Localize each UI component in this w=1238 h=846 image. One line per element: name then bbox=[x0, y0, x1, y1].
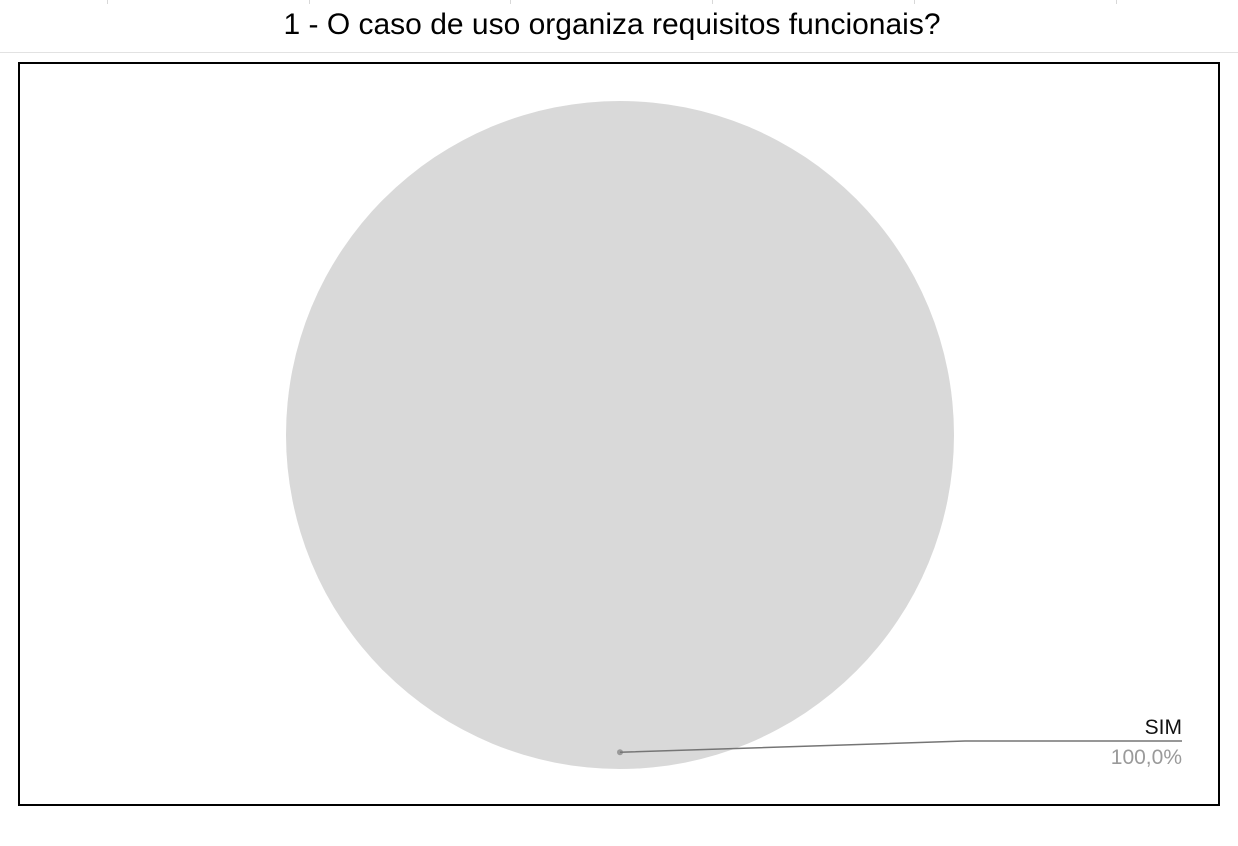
grid-line bbox=[914, 0, 915, 4]
grid-line bbox=[1116, 0, 1117, 4]
pie-slices bbox=[286, 101, 954, 769]
callout-leader-line bbox=[619, 740, 1182, 754]
grid-line bbox=[712, 0, 713, 4]
chart-title: 1 - O caso de uso organiza requisitos fu… bbox=[283, 8, 941, 41]
spreadsheet-grid-strip bbox=[0, 0, 1238, 53]
pie-labels: SIM 100,0% bbox=[617, 716, 1182, 769]
grid-line bbox=[107, 0, 108, 4]
slice-label: SIM bbox=[1145, 716, 1182, 739]
pie-slice-sim[interactable] bbox=[286, 101, 954, 769]
grid-line bbox=[510, 0, 511, 4]
grid-line bbox=[309, 0, 310, 4]
slice-percent-label: 100,0% bbox=[1111, 746, 1182, 769]
